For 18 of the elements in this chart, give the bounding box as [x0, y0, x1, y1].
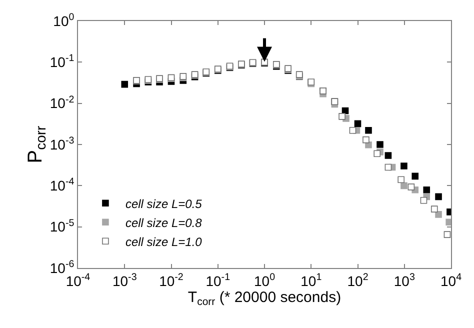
- x-tick-label: 10$^{3}$: [394, 272, 416, 289]
- x-tick-label: 10$^{-2}$: [159, 272, 184, 289]
- x-tick-label: 10$^{4}$: [440, 272, 462, 289]
- y-tick-label: 10$^{-1}$: [50, 53, 74, 70]
- legend-label: cell size L=1.0: [125, 234, 202, 249]
- x-tick-label: 10$^{-1}$: [206, 272, 230, 289]
- legend-label: cell size L=0.5: [125, 196, 202, 211]
- y-tick-label: 10$^{-4}$: [50, 176, 75, 194]
- x-axis-title: T$_{corr}$ (* 20000 seconds): [188, 288, 342, 308]
- x-tick-label: 10$^{-3}$: [112, 272, 138, 289]
- y-tick-label: 10$^{-2}$: [50, 94, 74, 112]
- x-tick-label: 10$^{0}$: [254, 272, 276, 289]
- x-tick-label: 10$^{2}$: [347, 272, 368, 289]
- legend-label: cell size L=0.8: [125, 216, 202, 230]
- y-tick-label: 10$^{-3}$: [50, 136, 75, 152]
- y-tick-label: 10$^{-5}$: [50, 218, 75, 235]
- x-tick-label: 10$^{1}$: [300, 272, 322, 289]
- y-tick-label: 10$^{0}$: [53, 12, 75, 29]
